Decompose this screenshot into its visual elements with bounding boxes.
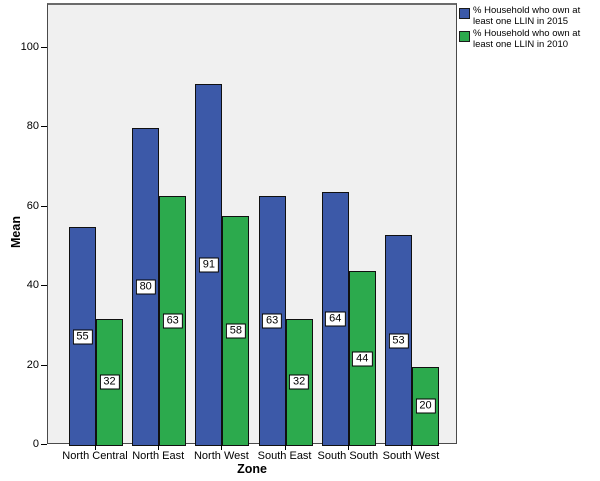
legend-swatch <box>459 8 470 19</box>
x-tick-label: South East <box>257 450 312 462</box>
x-tick-label: South West <box>382 450 440 462</box>
bar-value-label: 63 <box>261 313 283 329</box>
bar-value-label: 44 <box>352 351 373 367</box>
legend-item: % Household who own at least one LLIN in… <box>459 5 597 27</box>
legend: % Household who own at least one LLIN in… <box>459 5 597 51</box>
y-tick-mark <box>41 126 47 128</box>
legend-item: % Household who own at least one LLIN in… <box>459 28 597 50</box>
x-tick-label: North Central <box>62 450 128 462</box>
bar-value-label: 32 <box>99 374 120 390</box>
bar-value-label: 91 <box>198 257 220 273</box>
y-tick-mark <box>41 205 47 207</box>
legend-label: % Household who own at least one LLIN in… <box>473 5 581 27</box>
bar-value-label: 64 <box>325 311 346 327</box>
x-tick-label: North East <box>132 450 185 462</box>
legend-swatch <box>459 31 470 42</box>
x-tick-label: South South <box>317 450 379 462</box>
bar-value-label: 55 <box>72 329 93 345</box>
bar-value-label: 58 <box>225 323 247 339</box>
x-tick-mark <box>284 445 286 450</box>
y-tick-mark <box>41 46 47 48</box>
y-tick-mark <box>41 285 47 287</box>
x-tick-mark <box>95 445 96 450</box>
y-tick-label: 80 <box>26 120 39 133</box>
y-tick-label: 40 <box>26 279 39 292</box>
x-tick-mark <box>221 445 223 450</box>
bar-value-label: 63 <box>162 313 183 329</box>
bar-value-label: 20 <box>415 398 436 414</box>
y-tick-label: 60 <box>26 199 39 212</box>
legend-label: % Household who own at least one LLIN in… <box>473 28 581 50</box>
y-tick-mark <box>41 444 47 445</box>
x-axis-title: Zone <box>237 462 267 476</box>
y-tick-label: 0 <box>32 438 39 450</box>
plot-area: 55 32 80 63 91 58 63 32 64 44 53 20 <box>47 3 457 446</box>
x-tick-label: North West <box>193 450 249 462</box>
bar-value-label: 53 <box>388 333 409 349</box>
x-tick-mark <box>347 445 349 450</box>
y-tick-label: 100 <box>20 40 39 53</box>
y-tick-label: 20 <box>26 358 39 371</box>
bar-value-label: 32 <box>288 374 310 390</box>
x-tick-mark <box>411 445 412 450</box>
x-tick-mark <box>158 445 160 450</box>
bar-value-label: 80 <box>135 279 156 295</box>
y-tick-mark <box>41 364 47 366</box>
